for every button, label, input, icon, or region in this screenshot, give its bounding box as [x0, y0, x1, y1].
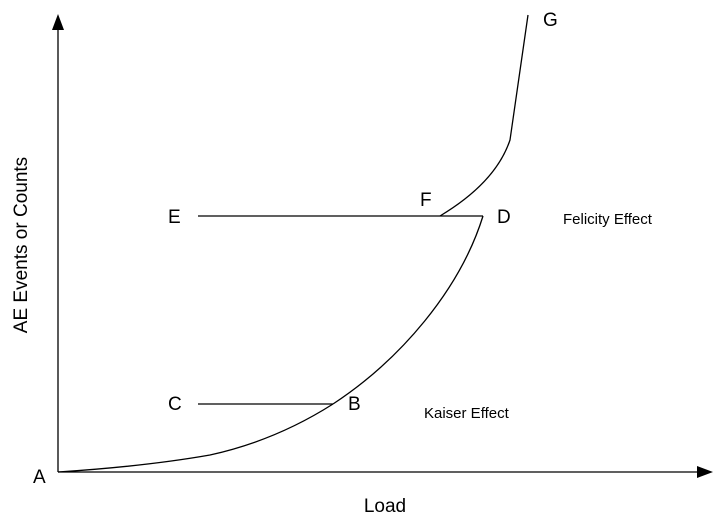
point-label: G [543, 10, 558, 31]
point-label: C [168, 394, 182, 415]
curve-fg [439, 14, 529, 217]
point-label: D [497, 207, 511, 228]
annotation: Felicity Effect [563, 211, 653, 228]
x-axis-label: Load [364, 496, 406, 517]
y-axis-label: AE Events or Counts [11, 157, 32, 333]
point-label: B [348, 394, 361, 415]
point-label: A [33, 467, 46, 488]
point-label: E [168, 207, 181, 228]
y-arrow [52, 14, 64, 30]
x-arrow [697, 466, 713, 478]
annotation: Kaiser Effect [424, 405, 510, 422]
curve-ab [57, 403, 334, 473]
point-label: F [420, 190, 432, 211]
curve-bd [332, 215, 484, 405]
